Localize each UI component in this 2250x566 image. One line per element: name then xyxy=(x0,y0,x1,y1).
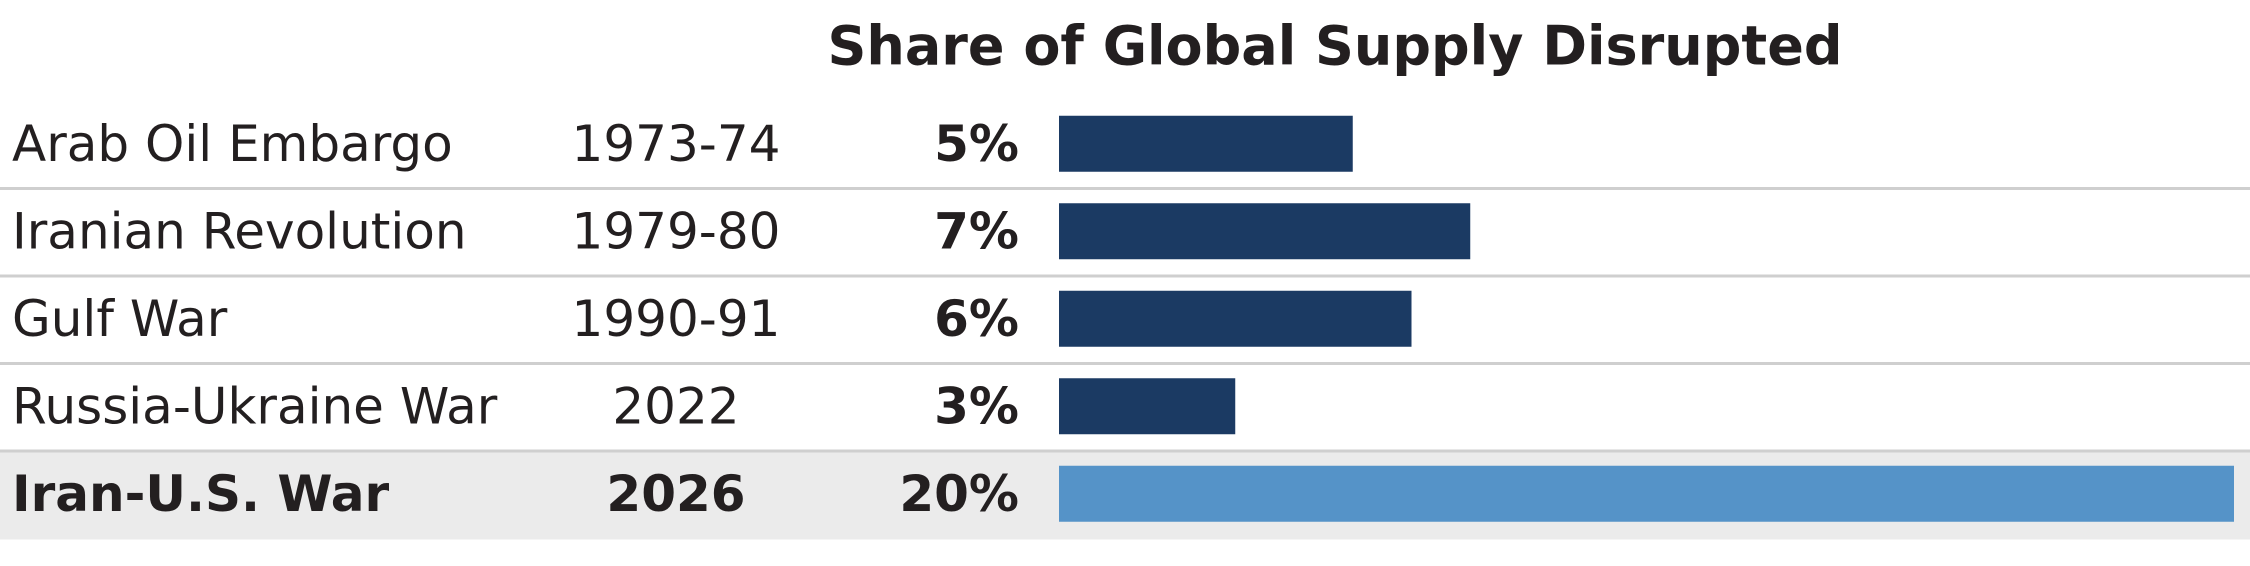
row-label: Russia-Ukraine War xyxy=(12,377,498,435)
period-label: 1990-91 xyxy=(572,290,781,348)
bar xyxy=(1059,203,1471,260)
bar xyxy=(1059,465,2234,522)
bar xyxy=(1059,378,1236,435)
value-label: 20% xyxy=(899,465,1019,523)
value-label: 6% xyxy=(934,290,1019,348)
row-label: Gulf War xyxy=(12,290,228,348)
bar xyxy=(1059,115,1353,172)
row-label: Arab Oil Embargo xyxy=(12,115,453,173)
value-label: 5% xyxy=(934,115,1019,173)
value-label: 3% xyxy=(934,377,1019,435)
bar xyxy=(1059,290,1412,347)
period-label: 1973-74 xyxy=(572,115,781,173)
chart-title: Share of Global Supply Disrupted xyxy=(827,15,1842,78)
period-label: 2022 xyxy=(612,377,739,435)
value-label: 7% xyxy=(934,202,1019,260)
row-label: Iranian Revolution xyxy=(12,202,467,260)
period-label: 2026 xyxy=(606,465,745,523)
row-label: Iran-U.S. War xyxy=(12,465,389,523)
period-label: 1979-80 xyxy=(572,202,781,260)
